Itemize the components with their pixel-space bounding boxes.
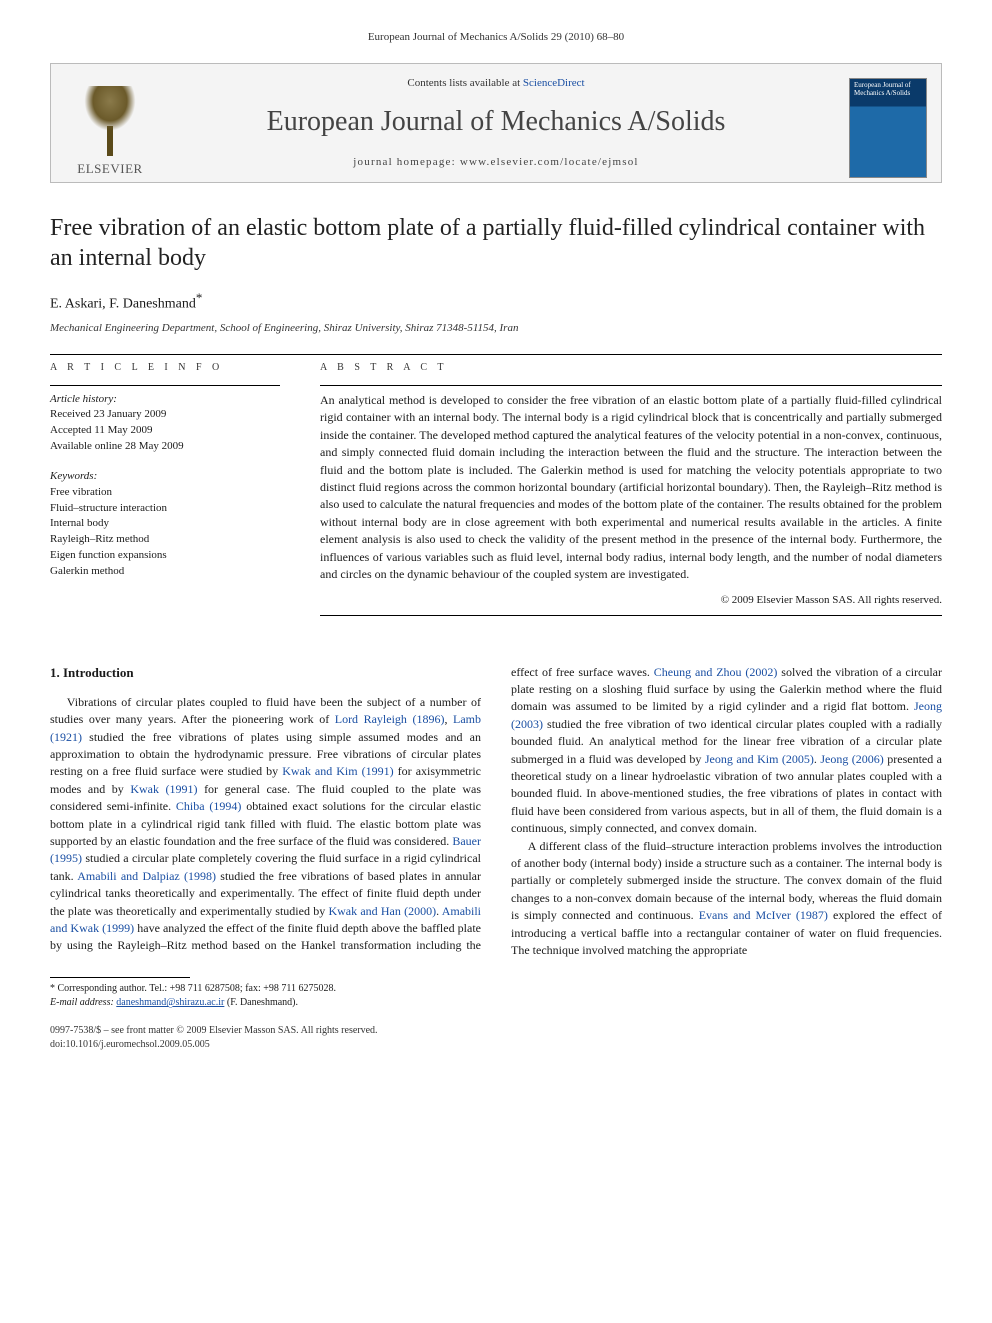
corresponding-footnote: * Corresponding author. Tel.: +98 711 62… <box>50 982 942 1010</box>
abstract-head: A B S T R A C T <box>320 361 942 375</box>
citation-link[interactable]: Cheung and Zhou (2002) <box>654 665 778 679</box>
cover-title-text: European Journal of Mechanics A/Solids <box>850 79 926 100</box>
keyword-item: Eigen function expansions <box>50 548 280 564</box>
abstract-column: A B S T R A C T An analytical method is … <box>320 361 942 622</box>
history-label: Article history: <box>50 392 280 407</box>
journal-cover-thumbnail: European Journal of Mechanics A/Solids <box>849 78 927 178</box>
journal-homepage-line: journal homepage: www.elsevier.com/locat… <box>171 155 821 170</box>
publisher-name: ELSEVIER <box>77 160 142 178</box>
homepage-url[interactable]: www.elsevier.com/locate/ejmsol <box>460 156 639 168</box>
footnote-corr-text: Corresponding author. Tel.: +98 711 6287… <box>58 983 337 994</box>
history-received: Received 23 January 2009 <box>50 407 280 423</box>
abstract-bottom-rule <box>320 615 942 616</box>
footnote-email-link[interactable]: daneshmand@shirazu.ac.ir <box>116 997 224 1008</box>
footnote-marker: * <box>50 983 55 994</box>
citation-link[interactable]: Lord Rayleigh (1896) <box>335 712 445 726</box>
article-title: Free vibration of an elastic bottom plat… <box>50 213 942 273</box>
footer-doi: doi:10.1016/j.euromechsol.2009.05.005 <box>50 1038 942 1052</box>
meta-top-rule <box>50 354 942 355</box>
citation-link[interactable]: Evans and McIver (1987) <box>699 908 828 922</box>
corresponding-marker: * <box>196 290 203 305</box>
abstract-text: An analytical method is developed to con… <box>320 392 942 583</box>
history-online: Available online 28 May 2009 <box>50 439 280 455</box>
citation-link[interactable]: Amabili and Dalpiaz (1998) <box>77 869 216 883</box>
citation-link[interactable]: Kwak and Kim (1991) <box>282 764 393 778</box>
article-info-head: A R T I C L E I N F O <box>50 361 280 375</box>
keyword-item: Galerkin method <box>50 564 280 580</box>
footer-frontmatter: 0997-7538/$ – see front matter © 2009 El… <box>50 1024 942 1038</box>
journal-banner: ELSEVIER European Journal of Mechanics A… <box>50 63 942 183</box>
footnote-email-label: E-mail address: <box>50 997 116 1008</box>
affiliation: Mechanical Engineering Department, Schoo… <box>50 321 942 336</box>
homepage-prefix: journal homepage: <box>353 156 460 168</box>
meta-row: A R T I C L E I N F O Article history: R… <box>50 361 942 622</box>
keyword-item: Rayleigh–Ritz method <box>50 532 280 548</box>
footnote-email-suffix: (F. Daneshmand). <box>224 997 298 1008</box>
journal-name: European Journal of Mechanics A/Solids <box>171 102 821 141</box>
authors-line: E. Askari, F. Daneshmand* <box>50 289 942 314</box>
citation-link[interactable]: Kwak (1991) <box>130 782 197 796</box>
intro-paragraph-2: A different class of the fluid–structure… <box>511 838 942 960</box>
text-run: , <box>444 712 453 726</box>
keyword-item: Free vibration <box>50 485 280 501</box>
abstract-copyright: © 2009 Elsevier Masson SAS. All rights r… <box>320 593 942 608</box>
citation-link[interactable]: Chiba (1994) <box>176 799 241 813</box>
abstract-rule <box>320 385 942 386</box>
history-accepted: Accepted 11 May 2009 <box>50 423 280 439</box>
footer-meta: 0997-7538/$ – see front matter © 2009 El… <box>50 1024 942 1052</box>
info-rule <box>50 385 280 386</box>
elsevier-tree-icon <box>80 86 140 156</box>
contents-available-line: Contents lists available at ScienceDirec… <box>171 76 821 91</box>
authors-names: E. Askari, F. Daneshmand <box>50 297 196 312</box>
keywords-label: Keywords: <box>50 469 280 484</box>
keyword-item: Internal body <box>50 516 280 532</box>
contents-prefix: Contents lists available at <box>407 77 522 89</box>
article-info-column: A R T I C L E I N F O Article history: R… <box>50 361 280 622</box>
citation-link[interactable]: Kwak and Han (2000) <box>328 904 436 918</box>
body-two-column: 1. Introduction Vibrations of circular p… <box>50 664 942 960</box>
sciencedirect-link[interactable]: ScienceDirect <box>523 77 585 89</box>
citation-link[interactable]: Jeong and Kim (2005) <box>705 752 814 766</box>
running-head: European Journal of Mechanics A/Solids 2… <box>50 30 942 45</box>
publisher-logo: ELSEVIER <box>65 78 155 178</box>
footnote-rule <box>50 977 190 978</box>
citation-link[interactable]: Jeong (2006) <box>820 752 883 766</box>
keyword-item: Fluid–structure interaction <box>50 501 280 517</box>
section-1-title: 1. Introduction <box>50 664 481 682</box>
